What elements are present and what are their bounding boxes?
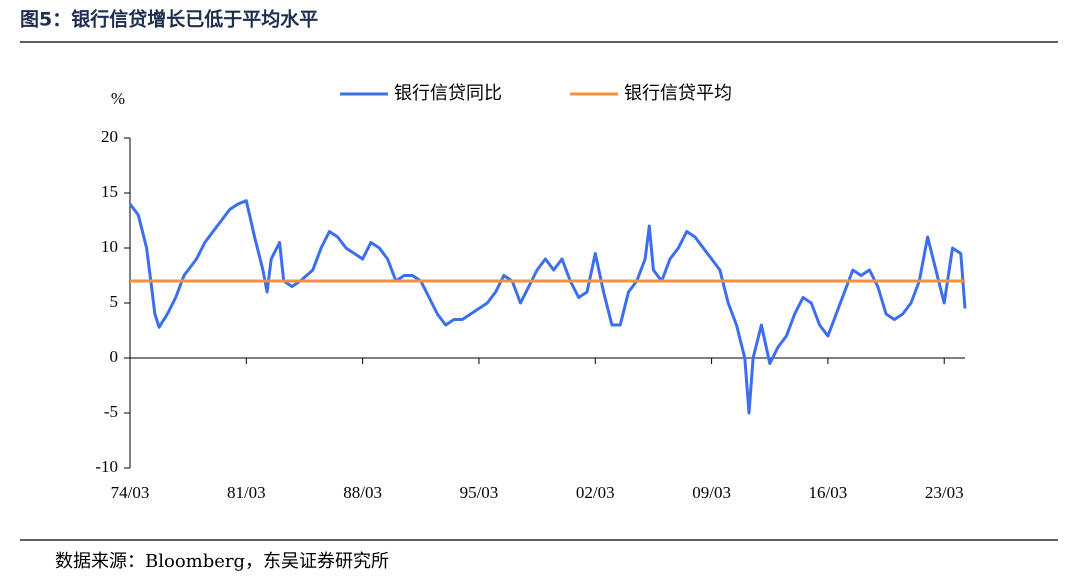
x-tick-label: 81/03	[227, 483, 266, 502]
x-tick-label: 16/03	[809, 483, 848, 502]
y-tick-label: 20	[101, 127, 118, 146]
x-tick-label: 74/03	[111, 483, 150, 502]
x-tick-label: 88/03	[343, 483, 382, 502]
x-tick-label: 09/03	[692, 483, 731, 502]
y-tick-label: 15	[101, 182, 118, 201]
source: 数据来源：Bloomberg，东吴证券研究所	[55, 551, 389, 572]
y-tick-label: 0	[110, 347, 119, 366]
y-tick-label: -10	[95, 457, 118, 476]
legend-label: 银行信贷平均	[624, 83, 732, 104]
x-tick-label: 23/03	[925, 483, 964, 502]
y-tick-label: 10	[101, 237, 118, 256]
y-tick-label: 5	[110, 292, 119, 311]
y-tick-label: -5	[104, 402, 118, 421]
chart-title: 图5：银行信贷增长已低于平均水平	[20, 8, 318, 31]
legend-label: 银行信贷同比	[394, 83, 502, 104]
series-line	[128, 199, 967, 415]
y-axis-label: %	[111, 89, 125, 108]
x-tick-label: 95/03	[460, 483, 499, 502]
x-tick-label: 02/03	[576, 483, 615, 502]
